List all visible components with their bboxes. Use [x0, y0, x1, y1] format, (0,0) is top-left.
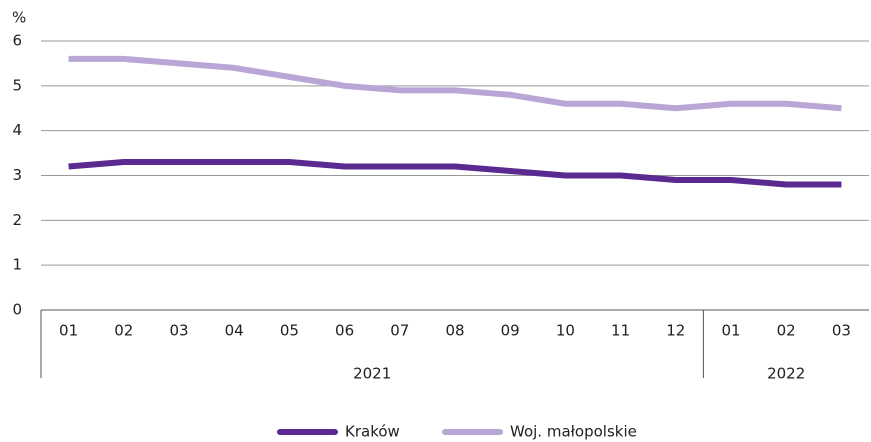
x-tick-label: 02 [114, 322, 133, 340]
x-tick-label: 04 [225, 322, 244, 340]
x-tick-label: 12 [666, 322, 685, 340]
x-tick-label: 07 [390, 322, 409, 340]
y-tick-label: 2 [12, 211, 22, 229]
legend-label: Kraków [345, 423, 400, 441]
y-tick-label: 1 [12, 256, 22, 274]
x-tick-label: 03 [169, 322, 188, 340]
x-tick-label: 01 [59, 322, 78, 340]
x-tick-label: 08 [445, 322, 464, 340]
legend-label: Woj. małopolskie [510, 423, 637, 441]
x-tick-label: 06 [335, 322, 354, 340]
x-tick-label: 01 [721, 322, 740, 340]
group-label: 2022 [767, 365, 805, 383]
series-line [68, 159, 842, 188]
x-tick-label: 10 [556, 322, 575, 340]
x-tick-label: 09 [501, 322, 520, 340]
x-tick-label: 02 [777, 322, 796, 340]
y-tick-label: 0 [12, 301, 22, 319]
x-tick-label: 11 [611, 322, 630, 340]
y-tick-label: 3 [12, 166, 22, 184]
y-tick-label: 6 [12, 32, 22, 50]
group-label: 2021 [353, 365, 391, 383]
y-tick-label: 5 [12, 76, 22, 94]
y-unit: % [12, 9, 26, 27]
x-tick-label: 05 [280, 322, 299, 340]
y-tick-label: 4 [12, 121, 22, 139]
x-tick-label: 03 [832, 322, 851, 340]
series-line [68, 55, 842, 112]
